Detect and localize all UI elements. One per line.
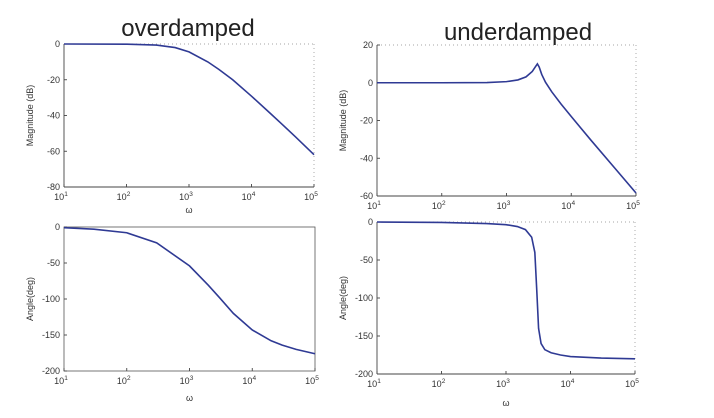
x-axis-label: ω [186,393,193,403]
x-tick-label: 105 [625,378,639,389]
underdamped-title: underdamped [444,19,592,46]
x-tick-label: 101 [54,375,68,386]
y-tick-label: 0 [55,222,60,232]
x-tick-label: 104 [561,200,575,211]
y-tick-label: 0 [55,39,60,49]
y-axis-label: Angle(deg) [338,276,348,320]
y-tick-label: -20 [47,75,60,85]
y-tick-label: -200 [355,369,373,379]
x-tick-label: 103 [179,191,193,202]
x-tick-label: 102 [432,378,446,389]
y-axis-label: Magnitude (dB) [338,90,348,152]
x-tick-label: 101 [54,191,68,202]
x-tick-label: 101 [367,378,381,389]
y-tick-label: 0 [368,78,373,88]
x-tick-label: 105 [305,375,319,386]
y-tick-label: -20 [360,116,373,126]
x-tick-label: 103 [497,200,511,211]
x-axis-label: ω [502,398,509,408]
series-line [376,221,636,360]
x-tick-label: 102 [432,200,446,211]
x-tick-label: 103 [496,378,510,389]
y-tick-label: -200 [42,366,60,376]
y-tick-label: -100 [42,294,60,304]
x-tick-label: 104 [561,378,575,389]
x-tick-label: 102 [117,191,131,202]
y-axis-label: Angle(deg) [25,277,35,321]
y-axis-label: Magnitude (dB) [25,85,35,147]
y-tick-label: -50 [360,255,373,265]
overdamped-title: overdamped [121,15,254,42]
y-tick-label: -40 [47,111,60,121]
series-line [377,62,637,194]
y-tick-label: -150 [42,330,60,340]
y-tick-label: -60 [47,146,60,156]
series-line [63,226,316,355]
y-tick-label: -100 [355,293,373,303]
series-line [63,43,315,156]
x-tick-label: 105 [304,191,318,202]
x-tick-label: 101 [367,200,381,211]
y-tick-label: -150 [355,331,373,341]
x-tick-label: 104 [242,375,256,386]
x-axis-label: ω [185,205,192,215]
y-tick-label: -40 [360,153,373,163]
x-tick-label: 105 [626,200,640,211]
x-tick-label: 103 [180,375,194,386]
y-tick-label: 20 [363,40,373,50]
y-tick-label: -50 [47,258,60,268]
x-tick-label: 102 [117,375,131,386]
y-tick-label: -80 [47,182,60,192]
y-tick-label: -60 [360,191,373,201]
x-tick-label: 104 [242,191,256,202]
plot-frame [63,226,316,372]
y-tick-label: 0 [368,217,373,227]
